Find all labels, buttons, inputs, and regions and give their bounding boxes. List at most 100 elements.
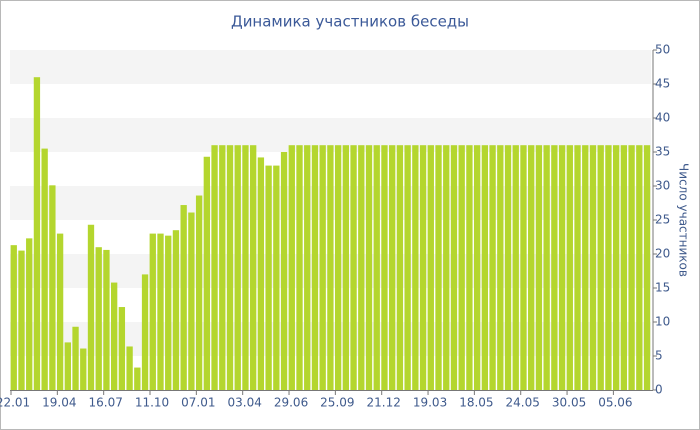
bar <box>288 145 295 390</box>
bar <box>118 307 126 390</box>
bar <box>250 145 257 390</box>
bar <box>566 145 573 390</box>
bar <box>273 165 280 390</box>
x-tick-label: 07.01 <box>181 396 215 410</box>
bar <box>443 145 450 390</box>
bar <box>149 233 156 390</box>
x-tick-label: 11.10 <box>135 396 169 410</box>
bar <box>458 145 465 390</box>
bar <box>389 145 396 390</box>
bar <box>404 145 411 390</box>
bar <box>612 145 620 390</box>
bar <box>10 245 17 390</box>
y-tick-label: 45 <box>655 77 670 91</box>
bar <box>466 145 473 390</box>
y-tick-label: 0 <box>655 383 663 397</box>
bar <box>126 346 133 390</box>
bar <box>226 145 234 390</box>
bar <box>589 145 597 390</box>
bar <box>195 195 203 390</box>
bar <box>41 148 48 390</box>
bar <box>319 145 326 390</box>
x-tick-label: 22.01 <box>0 396 30 410</box>
x-tick-label: 19.03 <box>413 396 447 410</box>
bar <box>180 205 187 390</box>
bar <box>373 145 380 390</box>
bar <box>311 145 319 390</box>
bar <box>597 145 604 390</box>
y-tick-label: 5 <box>655 349 663 363</box>
bar <box>582 145 589 390</box>
bar <box>110 282 118 390</box>
y-tick-label: 35 <box>655 145 670 159</box>
bar <box>419 145 427 390</box>
bar <box>504 145 512 390</box>
x-tick-label: 29.06 <box>274 396 308 410</box>
bar <box>489 145 496 390</box>
bar <box>188 212 195 390</box>
bar <box>551 145 558 390</box>
bar <box>242 145 249 390</box>
bar <box>64 342 71 390</box>
bar <box>512 145 519 390</box>
bar <box>643 145 651 390</box>
bar <box>543 145 550 390</box>
bar <box>605 145 612 390</box>
bar <box>203 156 210 390</box>
bar <box>234 145 241 390</box>
x-tick-label: 19.04 <box>42 396 76 410</box>
bar <box>219 145 226 390</box>
x-tick-label: 16.07 <box>88 396 122 410</box>
bar <box>141 274 149 390</box>
bar <box>497 145 504 390</box>
bar <box>296 145 303 390</box>
bar <box>628 145 635 390</box>
bar <box>157 233 164 390</box>
chart-title: Динамика участников беседы <box>231 13 469 31</box>
bar <box>342 145 350 390</box>
x-tick-label: 18.05 <box>459 396 493 410</box>
bar <box>26 238 33 390</box>
bar <box>56 233 64 390</box>
bar <box>481 145 489 390</box>
x-tick-label: 24.05 <box>506 396 540 410</box>
bar <box>334 145 342 390</box>
bar <box>636 145 643 390</box>
bar <box>80 348 87 390</box>
bar <box>535 145 543 390</box>
bar <box>280 152 288 390</box>
y-axis-title: Число участников <box>677 163 691 277</box>
y-tick-label: 30 <box>655 179 670 193</box>
x-tick-label: 21.12 <box>367 396 401 410</box>
bar <box>257 157 265 390</box>
x-tick-label: 05.06 <box>598 396 632 410</box>
bar <box>87 224 95 390</box>
bar <box>574 145 581 390</box>
grid-band <box>10 50 651 84</box>
bar <box>165 235 172 390</box>
bar <box>427 145 434 390</box>
bar <box>365 145 373 390</box>
bar <box>358 145 365 390</box>
bar <box>620 145 628 390</box>
bar <box>265 165 272 390</box>
bar <box>72 326 79 390</box>
bar <box>528 145 535 390</box>
bar <box>327 145 334 390</box>
bar <box>473 145 481 390</box>
bar <box>211 145 218 390</box>
y-tick-label: 25 <box>655 213 670 227</box>
bar <box>435 145 442 390</box>
bar <box>103 249 110 390</box>
y-tick-label: 40 <box>655 111 670 125</box>
y-tick-label: 50 <box>655 43 670 57</box>
bar <box>450 145 458 390</box>
bar <box>49 185 56 390</box>
y-tick-label: 15 <box>655 281 670 295</box>
bar <box>134 367 141 390</box>
bar <box>304 145 311 390</box>
bar <box>95 247 102 390</box>
bar <box>18 250 25 390</box>
y-tick-label: 20 <box>655 247 670 261</box>
